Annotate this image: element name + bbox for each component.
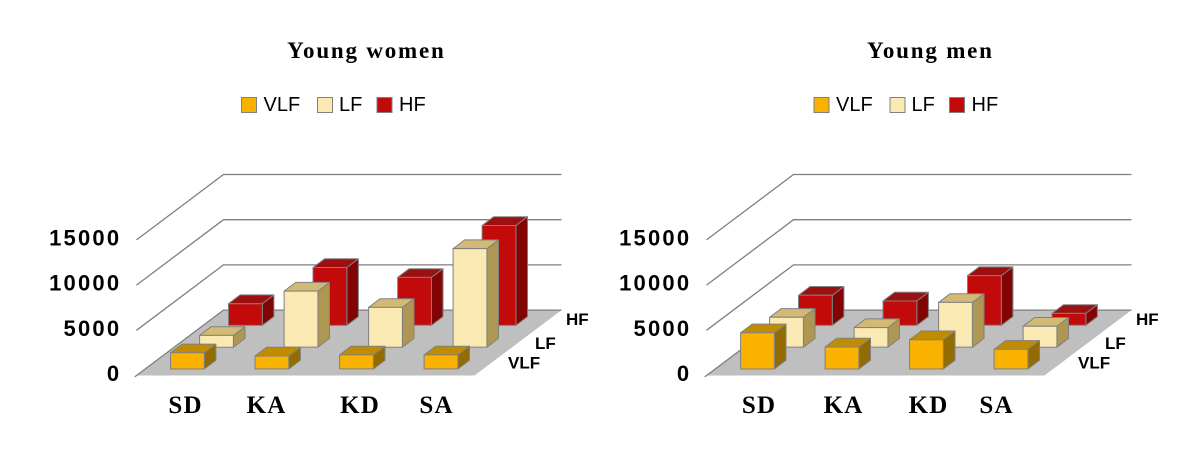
svg-text:SD: SD	[742, 392, 776, 419]
svg-text:LF: LF	[912, 94, 935, 116]
svg-text:15000: 15000	[49, 225, 121, 250]
svg-text:SA: SA	[419, 392, 453, 419]
svg-text:VLF: VLF	[836, 94, 873, 116]
svg-text:0: 0	[107, 361, 121, 386]
svg-text:KD: KD	[340, 392, 380, 419]
svg-text:15000: 15000	[619, 225, 691, 250]
svg-text:HF: HF	[566, 310, 589, 329]
svg-text:VLF: VLF	[264, 94, 301, 116]
svg-text:KA: KA	[247, 392, 287, 419]
svg-text:LF: LF	[535, 334, 556, 353]
svg-text:5000: 5000	[634, 316, 692, 341]
svg-text:Young women: Young women	[287, 38, 445, 63]
svg-text:VLF: VLF	[1078, 354, 1110, 373]
svg-text:0: 0	[677, 361, 691, 386]
svg-text:KD: KD	[909, 392, 949, 419]
svg-text:VLF: VLF	[508, 354, 540, 373]
svg-text:SD: SD	[168, 392, 202, 419]
svg-text:SA: SA	[979, 392, 1013, 419]
svg-text:10000: 10000	[619, 271, 691, 296]
svg-text:HF: HF	[399, 94, 426, 116]
svg-text:LF: LF	[339, 94, 362, 116]
svg-text:5000: 5000	[64, 316, 122, 341]
svg-text:10000: 10000	[49, 271, 121, 296]
svg-text:HF: HF	[1136, 310, 1159, 329]
svg-text:Young men: Young men	[867, 38, 994, 63]
svg-text:KA: KA	[824, 392, 864, 419]
svg-text:LF: LF	[1105, 334, 1126, 353]
svg-text:HF: HF	[972, 94, 999, 116]
